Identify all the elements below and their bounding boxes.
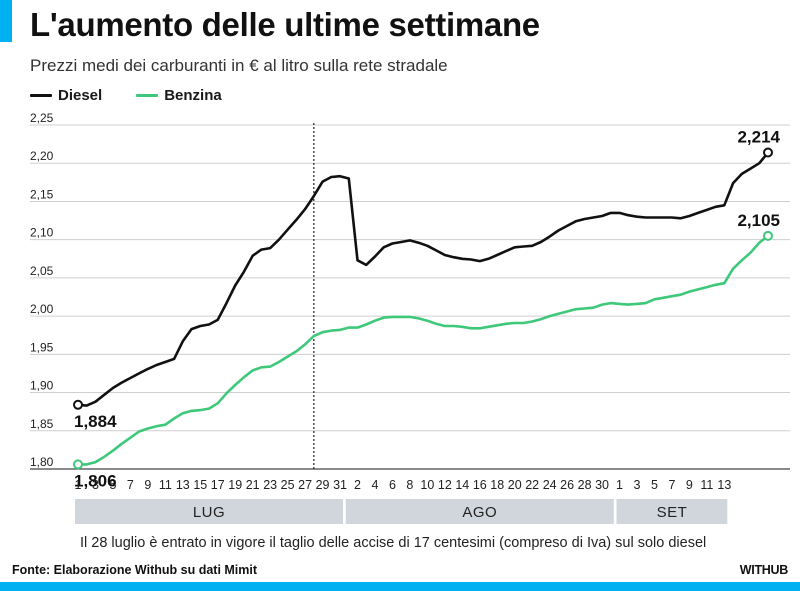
x-tick-label: 1 (75, 478, 82, 492)
x-tick-label: 27 (298, 478, 312, 492)
page-title: L'aumento delle ultime settimane (30, 6, 540, 43)
page-subtitle: Prezzi medi dei carburanti in € al litro… (30, 56, 448, 75)
x-tick-label: 1 (616, 478, 623, 492)
y-tick-label: 2,10 (30, 226, 54, 240)
x-tick-label: 10 (420, 478, 434, 492)
month-label: LUG (193, 504, 225, 521)
x-tick-label: 21 (246, 478, 260, 492)
y-tick-label: 2,20 (30, 149, 54, 163)
legend-item-diesel: Diesel (30, 87, 102, 104)
x-tick-label: 24 (543, 478, 557, 492)
start-point-marker (73, 459, 83, 470)
brand-logo: WITHUB (739, 563, 789, 577)
series-line-benzina (76, 234, 770, 466)
accent-bar (0, 0, 12, 42)
x-tick-label: 17 (211, 478, 225, 492)
x-tick-label: 15 (193, 478, 207, 492)
end-point-marker (763, 147, 773, 158)
bottom-accent-bar (0, 582, 800, 591)
x-tick-label: 19 (228, 478, 242, 492)
x-tick-label: 13 (717, 478, 731, 492)
x-tick-label: 2 (354, 478, 361, 492)
x-tick-label: 14 (455, 478, 469, 492)
start-point-marker (73, 399, 83, 410)
x-tick-label: 16 (473, 478, 487, 492)
start-value-label: 1,806 (74, 471, 117, 490)
month-label: AGO (462, 504, 497, 521)
x-tick-label: 26 (560, 478, 574, 492)
y-tick-label: 1,85 (30, 417, 54, 431)
month-label: SET (657, 504, 688, 521)
x-tick-label: 5 (651, 478, 658, 492)
series-line-diesel (76, 151, 770, 407)
x-tick-label: 4 (371, 478, 378, 492)
x-tick-label: 22 (525, 478, 539, 492)
x-tick-label: 8 (406, 478, 413, 492)
x-tick-label: 12 (438, 478, 452, 492)
y-tick-label: 1,90 (30, 379, 54, 393)
month-band (75, 499, 344, 524)
x-tick-label: 7 (668, 478, 675, 492)
y-tick-label: 2,00 (30, 302, 54, 316)
legend-swatch-benzina (136, 93, 159, 97)
y-tick-label: 2,05 (30, 264, 54, 278)
price-line-chart: 1,80 1,85 1,90 1,95 2,00 2,05 2,10 2,15 2,20 2,25… (30, 111, 790, 524)
chart-note: Il 28 luglio è entrato in vigore il tagl… (80, 535, 707, 551)
x-tick-label: 23 (263, 478, 277, 492)
x-tick-label: 11 (159, 478, 172, 492)
x-tick-label: 28 (578, 478, 592, 492)
x-tick-label: 3 (92, 478, 99, 492)
y-tick-label: 2,15 (30, 187, 54, 201)
month-band (616, 499, 728, 524)
start-value-label: 1,884 (74, 412, 117, 431)
x-tick-label: 7 (127, 478, 134, 492)
x-tick-label: 20 (508, 478, 522, 492)
chart-legend: Diesel Benzina (30, 86, 256, 104)
legend-swatch-diesel (30, 93, 52, 97)
x-tick-label: 18 (490, 478, 504, 492)
x-tick-label: 6 (389, 478, 396, 492)
legend-item-benzina: Benzina (136, 87, 222, 104)
legend-label-benzina: Benzina (164, 86, 222, 104)
x-tick-label: 11 (700, 478, 713, 492)
x-tick-label: 25 (281, 478, 295, 492)
end-point-marker (763, 230, 773, 241)
y-tick-label: 2,25 (30, 111, 54, 125)
x-tick-label: 31 (333, 478, 347, 492)
source-credit: Fonte: Elaborazione Withub su dati Mimit (12, 563, 258, 577)
x-tick-label: 29 (316, 478, 330, 492)
x-tick-label: 9 (686, 478, 693, 492)
y-tick-label: 1,95 (30, 340, 54, 354)
x-tick-label: 13 (176, 478, 190, 492)
x-tick-label: 5 (109, 478, 116, 492)
x-tick-label: 3 (634, 478, 641, 492)
y-tick-label: 1,80 (30, 455, 54, 469)
month-band (345, 499, 614, 524)
x-tick-label: 30 (595, 478, 609, 492)
end-value-label: 2,214 (737, 128, 780, 147)
end-value-label: 2,105 (737, 211, 780, 230)
legend-label-diesel: Diesel (58, 86, 103, 104)
x-tick-label: 9 (144, 478, 151, 492)
